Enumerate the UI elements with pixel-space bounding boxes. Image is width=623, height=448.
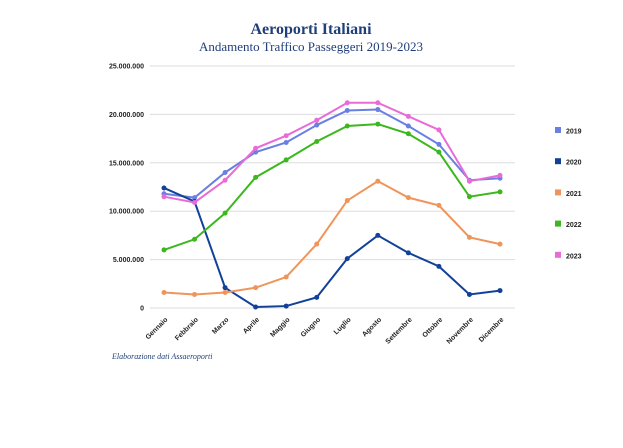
data-point (253, 304, 259, 310)
legend-label: 2022 (566, 222, 582, 229)
data-point (161, 194, 167, 200)
x-tick-label: Ottobre (421, 316, 444, 339)
data-point (161, 290, 167, 296)
chart-title: Aeroporti Italiani (250, 21, 372, 38)
series-line (163, 123, 501, 251)
data-point (253, 174, 259, 180)
x-tick-label: Maggio (269, 316, 291, 338)
legend-label: 2023 (566, 253, 582, 260)
data-point (283, 133, 289, 139)
legend-swatch (555, 251, 561, 258)
data-point (344, 123, 350, 129)
data-point (253, 145, 259, 151)
data-point (497, 241, 503, 247)
legend-swatch (555, 189, 561, 196)
x-tick-label: Gennaio (145, 316, 170, 341)
x-tick-label: Febbraio (174, 316, 200, 342)
data-point (222, 210, 228, 216)
x-tick-label: Aprile (242, 316, 261, 335)
legend-label: 2020 (566, 160, 582, 167)
data-point (253, 285, 259, 291)
x-tick-label: Novembre (446, 316, 475, 345)
data-point (161, 185, 167, 191)
data-point (497, 288, 503, 294)
data-point (375, 100, 381, 106)
data-point (314, 241, 320, 247)
chart-subtitle: Andamento Traffico Passeggeri 2019-2023 (199, 39, 423, 54)
series-line (163, 108, 501, 199)
data-point (314, 139, 320, 145)
data-point (375, 107, 381, 113)
series-line (163, 101, 501, 204)
data-point (283, 274, 289, 280)
data-point (375, 121, 381, 127)
data-point (283, 303, 289, 309)
data-point (466, 178, 472, 184)
data-point (375, 232, 381, 238)
data-point (466, 194, 472, 200)
source-note: Elaborazione dati Assaeroporti (111, 352, 212, 361)
data-point (405, 123, 411, 129)
data-point (466, 234, 472, 240)
data-point (192, 195, 198, 201)
y-tick-label: 25.000.000 (109, 64, 144, 71)
data-point (436, 202, 442, 208)
y-tick-label: 10.000.000 (109, 209, 144, 216)
data-point (222, 290, 228, 296)
data-point (405, 195, 411, 201)
x-tick-label: Settembre (385, 316, 414, 345)
data-point (283, 139, 289, 145)
data-point (344, 198, 350, 204)
x-tick-label: Luglio (333, 316, 353, 336)
y-tick-label: 0 (140, 306, 144, 313)
data-point (222, 177, 228, 183)
data-point (192, 291, 198, 297)
legend-label: 2021 (566, 191, 582, 198)
series-line (163, 187, 501, 309)
series-line (163, 180, 501, 296)
legend-swatch (555, 127, 561, 133)
data-point (222, 169, 228, 175)
data-point (405, 131, 411, 137)
legend-swatch (555, 220, 561, 227)
y-tick-label: 15.000.000 (109, 160, 144, 167)
data-point (497, 172, 503, 178)
x-tick-label: Marzo (211, 316, 230, 335)
legend-label: 2019 (566, 129, 582, 136)
x-tick-label: Giugno (300, 316, 322, 338)
data-point (436, 263, 442, 269)
data-point (436, 127, 442, 133)
data-point (314, 122, 320, 128)
data-point (344, 100, 350, 106)
data-point (192, 199, 198, 205)
data-point (314, 294, 320, 300)
y-tick-label: 20.000.000 (109, 112, 144, 119)
data-point (314, 117, 320, 123)
data-point (192, 236, 198, 242)
data-point (344, 256, 350, 262)
x-tick-label: Dicembre (478, 316, 506, 344)
data-point (497, 189, 503, 195)
data-point (344, 108, 350, 114)
legend-swatch (555, 158, 561, 165)
x-tick-label: Agosto (361, 316, 383, 338)
data-point (436, 149, 442, 155)
data-point (283, 157, 289, 163)
data-point (222, 285, 228, 291)
data-point (466, 291, 472, 297)
data-point (405, 113, 411, 119)
data-point (436, 141, 442, 147)
y-tick-label: 5.000.000 (113, 257, 144, 264)
data-point (375, 178, 381, 184)
data-point (405, 250, 411, 256)
data-point (161, 247, 167, 253)
